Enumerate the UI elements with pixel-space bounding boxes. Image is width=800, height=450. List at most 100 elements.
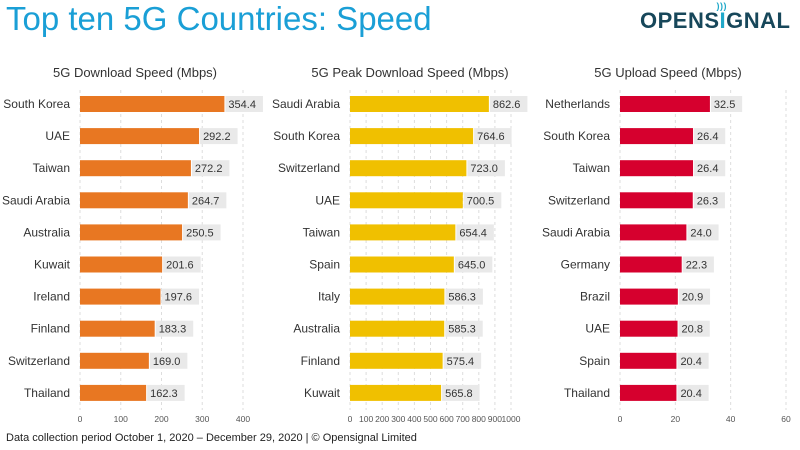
bar (350, 96, 489, 112)
chart-title: 5G Peak Download Speed (Mbps) (311, 65, 508, 80)
value-label: 354.4 (228, 99, 256, 111)
category-label: South Korea (543, 129, 610, 143)
value-label-bg (682, 256, 714, 273)
value-label: 201.6 (166, 260, 194, 272)
value-label-bg (678, 320, 710, 337)
value-label-bg (161, 288, 200, 305)
value-label: 26.4 (697, 131, 718, 143)
x-tick-label: 200 (375, 414, 389, 424)
footer-note: Data collection period October 1, 2020 –… (6, 432, 417, 444)
x-tick-label: 800 (472, 414, 486, 424)
value-label: 764.6 (477, 131, 505, 143)
category-label: Kuwait (304, 386, 341, 400)
bar (620, 96, 710, 112)
x-tick-label: 300 (391, 414, 405, 424)
category-label: Australia (293, 322, 340, 336)
bar (620, 192, 693, 209)
bar (350, 160, 467, 177)
category-label: Australia (23, 225, 70, 239)
category-label: Germany (561, 258, 610, 272)
x-tick-label: 400 (407, 414, 421, 424)
value-label: 575.4 (447, 356, 475, 368)
value-label: 272.2 (195, 163, 223, 175)
x-tick-label: 600 (440, 414, 454, 424)
value-label: 585.3 (448, 324, 476, 336)
category-label: Finland (31, 322, 70, 336)
x-tick-label: 40 (726, 414, 736, 424)
category-label: Switzerland (8, 354, 70, 368)
value-label-bg (693, 192, 725, 209)
value-label: 32.5 (714, 99, 735, 111)
value-label: 26.3 (697, 195, 718, 207)
value-label-bg (445, 288, 483, 305)
category-label: Taiwan (573, 161, 610, 175)
bar (620, 288, 678, 305)
category-label: Taiwan (303, 225, 340, 239)
value-label-bg (687, 224, 719, 241)
category-label: Switzerland (548, 193, 610, 207)
bar (80, 384, 147, 401)
bar (620, 320, 678, 337)
chart-title: 5G Upload Speed (Mbps) (594, 65, 741, 80)
value-label: 26.4 (697, 163, 718, 175)
value-label-bg (200, 128, 238, 145)
x-tick-label: 900 (488, 414, 502, 424)
chart-1: 5G Download Speed (Mbps) 0 100 200 300 400 Sou… (2, 65, 263, 424)
bar (620, 256, 682, 273)
category-label: South Korea (3, 97, 70, 111)
value-label-bg (149, 352, 188, 369)
value-label-bg (694, 160, 726, 177)
chart-2: 5G Peak Download Speed (Mbps) 0 100 200 300 4… (272, 65, 528, 424)
category-label: Saudi Arabia (272, 97, 340, 111)
bar (80, 288, 161, 305)
value-label-bg (443, 352, 482, 369)
x-tick-label: 100 (114, 414, 128, 424)
value-label: 862.6 (493, 99, 521, 111)
value-label-bg (710, 96, 743, 112)
category-label: Brazil (580, 290, 610, 304)
value-label: 20.9 (682, 292, 703, 304)
value-label: 162.3 (150, 388, 178, 400)
x-tick-label: 60 (781, 414, 791, 424)
value-label-bg (694, 128, 726, 145)
bar (620, 160, 694, 177)
x-tick-label: 0 (78, 414, 83, 424)
value-label-bg (183, 224, 221, 241)
chart-title: 5G Download Speed (Mbps) (53, 65, 217, 80)
value-label-bg (147, 384, 185, 401)
bar (80, 256, 163, 273)
category-label: Taiwan (33, 161, 70, 175)
category-label: UAE (315, 193, 340, 207)
value-label: 22.3 (686, 260, 707, 272)
value-label-bg (442, 384, 480, 401)
value-label: 24.0 (690, 227, 711, 239)
page-title: Top ten 5G Countries: Speed (6, 0, 432, 37)
x-tick-label: 0 (618, 414, 623, 424)
bar (620, 224, 687, 241)
category-label: Kuwait (34, 258, 71, 272)
value-label-bg (678, 288, 711, 305)
value-label: 586.3 (448, 292, 476, 304)
value-label: 264.7 (192, 195, 220, 207)
bar (80, 96, 225, 112)
category-label: Spain (309, 258, 340, 272)
bar (80, 224, 183, 241)
value-label: 565.8 (445, 388, 473, 400)
x-tick-label: 200 (154, 414, 168, 424)
category-label: Thailand (24, 386, 70, 400)
value-label-bg (474, 128, 512, 145)
category-label: Saudi Arabia (2, 193, 70, 207)
bar (350, 192, 463, 209)
category-label: Italy (318, 290, 340, 304)
value-label-bg (155, 320, 194, 337)
value-label-bg (445, 320, 483, 337)
value-label: 645.0 (458, 260, 486, 272)
category-label: South Korea (273, 129, 340, 143)
value-label: 723.0 (470, 163, 498, 175)
bar (350, 224, 456, 241)
category-label: UAE (45, 129, 70, 143)
value-label-bg (489, 96, 528, 112)
bar (350, 256, 454, 273)
value-label-bg (677, 352, 709, 369)
